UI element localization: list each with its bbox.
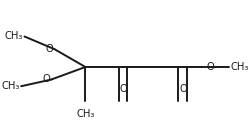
Text: CH₃: CH₃ [230,62,249,72]
Text: O: O [179,84,187,94]
Text: CH₃: CH₃ [76,109,94,119]
Text: O: O [119,84,127,94]
Text: O: O [207,62,214,72]
Text: O: O [46,44,53,54]
Text: CH₃: CH₃ [5,31,23,42]
Text: O: O [42,74,50,84]
Text: CH₃: CH₃ [2,81,20,91]
